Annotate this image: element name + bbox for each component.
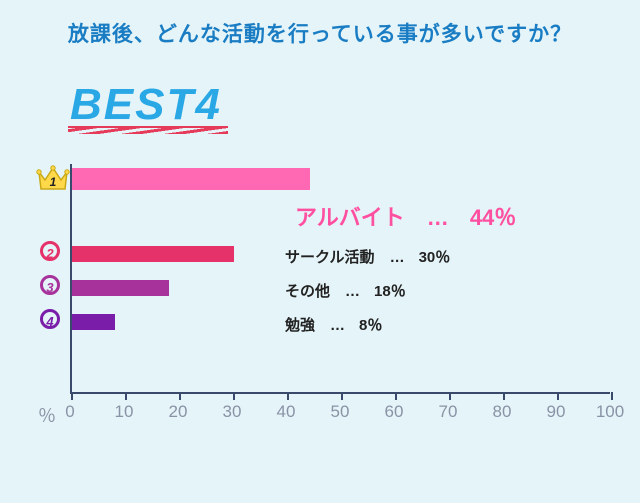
bar-label: アルバイト … 44％ bbox=[295, 200, 516, 232]
bar bbox=[72, 168, 310, 190]
best-badge: BEST4 bbox=[70, 80, 640, 134]
axis-tick bbox=[395, 392, 397, 400]
axis-tick-label: 90 bbox=[536, 402, 576, 422]
axis-tick bbox=[503, 392, 505, 400]
chart-row: 1 bbox=[40, 168, 610, 190]
page-title: 放課後、どんな活動を行っている事が多いですか？ bbox=[20, 18, 620, 48]
bar bbox=[72, 280, 169, 296]
rank-badge: 4 bbox=[40, 309, 60, 329]
svg-text:1: 1 bbox=[50, 175, 57, 189]
bar-label: サークル活動 … 30％ bbox=[285, 246, 450, 267]
axis-tick-label: 70 bbox=[428, 402, 468, 422]
rank-badge: 2 bbox=[40, 241, 60, 261]
header: 放課後、どんな活動を行っている事が多いですか？ bbox=[0, 0, 640, 62]
axis-tick bbox=[125, 392, 127, 400]
axis-tick-label: 60 bbox=[374, 402, 414, 422]
axis-tick-label: 50 bbox=[320, 402, 360, 422]
axis-tick bbox=[341, 392, 343, 400]
axis-tick bbox=[611, 392, 613, 400]
axis-tick-label: 10 bbox=[104, 402, 144, 422]
bar-label: その他 … 18％ bbox=[285, 280, 406, 301]
axis-tick bbox=[233, 392, 235, 400]
axis-tick-label: 20 bbox=[158, 402, 198, 422]
axis-tick-label: 0 bbox=[50, 402, 90, 422]
bar-label: 勉強 … 8％ bbox=[285, 314, 382, 335]
axis-tick bbox=[179, 392, 181, 400]
bar bbox=[72, 246, 234, 262]
axis-tick bbox=[71, 392, 73, 400]
chart: ％ 01020304050607080901001アルバイト … 44％2サーク… bbox=[40, 164, 610, 434]
axis-tick-label: 100 bbox=[590, 402, 630, 422]
rank-badge: 3 bbox=[40, 275, 60, 295]
axis-tick-label: 40 bbox=[266, 402, 306, 422]
plot-area bbox=[70, 164, 610, 394]
bar bbox=[72, 314, 115, 330]
axis-tick-label: 80 bbox=[482, 402, 522, 422]
axis-tick bbox=[449, 392, 451, 400]
axis-tick bbox=[557, 392, 559, 400]
axis-tick-label: 30 bbox=[212, 402, 252, 422]
crown-icon: 1 bbox=[36, 162, 70, 194]
axis-tick bbox=[287, 392, 289, 400]
best-label: BEST4 bbox=[70, 80, 222, 130]
